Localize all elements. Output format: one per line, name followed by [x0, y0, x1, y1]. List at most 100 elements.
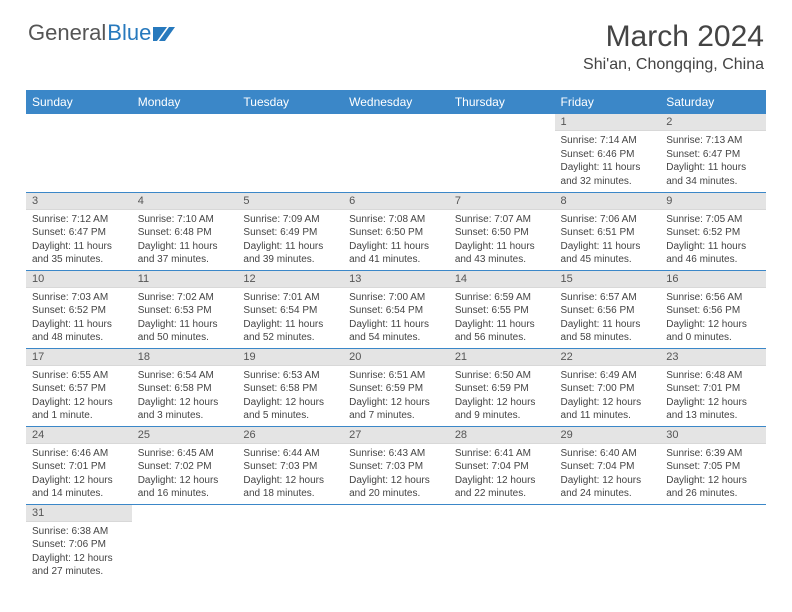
daylight-text: Daylight: 12 hours and 11 minutes.: [561, 396, 655, 423]
sunrise-text: Sunrise: 7:08 AM: [349, 213, 443, 227]
location: Shi'an, Chongqing, China: [583, 56, 764, 74]
calendar-row: 1Sunrise: 7:14 AMSunset: 6:46 PMDaylight…: [26, 114, 766, 192]
calendar-cell: 12Sunrise: 7:01 AMSunset: 6:54 PMDayligh…: [237, 270, 343, 348]
calendar-cell: [660, 504, 766, 582]
calendar-cell: 16Sunrise: 6:56 AMSunset: 6:56 PMDayligh…: [660, 270, 766, 348]
sunrise-text: Sunrise: 7:13 AM: [666, 134, 760, 148]
daylight-text: Daylight: 11 hours and 37 minutes.: [138, 240, 232, 267]
day-number: 6: [343, 193, 449, 210]
sunrise-text: Sunrise: 7:09 AM: [243, 213, 337, 227]
sunrise-text: Sunrise: 6:55 AM: [32, 369, 126, 383]
calendar-cell: [237, 504, 343, 582]
title-block: March 2024 Shi'an, Chongqing, China: [583, 20, 764, 74]
calendar-cell: 31Sunrise: 6:38 AMSunset: 7:06 PMDayligh…: [26, 504, 132, 582]
calendar-cell: 10Sunrise: 7:03 AMSunset: 6:52 PMDayligh…: [26, 270, 132, 348]
calendar-cell: 18Sunrise: 6:54 AMSunset: 6:58 PMDayligh…: [132, 348, 238, 426]
day-number: 5: [237, 193, 343, 210]
sunset-text: Sunset: 6:58 PM: [243, 382, 337, 396]
day-data: Sunrise: 6:48 AMSunset: 7:01 PMDaylight:…: [660, 366, 766, 426]
calendar-cell: 6 Sunrise: 7:08 AMSunset: 6:50 PMDaylight…: [343, 192, 449, 270]
sunrise-text: Sunrise: 7:05 AM: [666, 213, 760, 227]
day-header: Wednesday: [343, 90, 449, 114]
daylight-text: Daylight: 12 hours and 20 minutes.: [349, 474, 443, 501]
sunset-text: Sunset: 6:50 PM: [349, 226, 443, 240]
day-number: 21: [449, 349, 555, 366]
calendar-cell: [555, 504, 661, 582]
day-header: Saturday: [660, 90, 766, 114]
sunrise-text: Sunrise: 7:03 AM: [32, 291, 126, 305]
daylight-text: Daylight: 11 hours and 39 minutes.: [243, 240, 337, 267]
sunrise-text: Sunrise: 6:43 AM: [349, 447, 443, 461]
day-data: Sunrise: 6:59 AMSunset: 6:55 PMDaylight:…: [449, 288, 555, 348]
daylight-text: Daylight: 12 hours and 9 minutes.: [455, 396, 549, 423]
sunset-text: Sunset: 6:59 PM: [455, 382, 549, 396]
daylight-text: Daylight: 12 hours and 16 minutes.: [138, 474, 232, 501]
daylight-text: Daylight: 11 hours and 41 minutes.: [349, 240, 443, 267]
calendar-row: 10Sunrise: 7:03 AMSunset: 6:52 PMDayligh…: [26, 270, 766, 348]
day-number: 17: [26, 349, 132, 366]
day-number: 25: [132, 427, 238, 444]
daylight-text: Daylight: 12 hours and 14 minutes.: [32, 474, 126, 501]
calendar-row: 24Sunrise: 6:46 AMSunset: 7:01 PMDayligh…: [26, 426, 766, 504]
day-number: 26: [237, 427, 343, 444]
calendar-cell: 14Sunrise: 6:59 AMSunset: 6:55 PMDayligh…: [449, 270, 555, 348]
sunrise-text: Sunrise: 6:50 AM: [455, 369, 549, 383]
sunset-text: Sunset: 7:03 PM: [349, 460, 443, 474]
day-data: Sunrise: 6:38 AMSunset: 7:06 PMDaylight:…: [26, 522, 132, 582]
day-data: Sunrise: 6:40 AMSunset: 7:04 PMDaylight:…: [555, 444, 661, 504]
calendar-body: 1Sunrise: 7:14 AMSunset: 6:46 PMDaylight…: [26, 114, 766, 582]
sunset-text: Sunset: 6:56 PM: [666, 304, 760, 318]
sunrise-text: Sunrise: 6:40 AM: [561, 447, 655, 461]
calendar-cell: 11Sunrise: 7:02 AMSunset: 6:53 PMDayligh…: [132, 270, 238, 348]
sunset-text: Sunset: 6:50 PM: [455, 226, 549, 240]
header-row: SundayMondayTuesdayWednesdayThursdayFrid…: [26, 90, 766, 114]
day-data: Sunrise: 7:03 AMSunset: 6:52 PMDaylight:…: [26, 288, 132, 348]
calendar-cell: 21 Sunrise: 6:50 AMSunset: 6:59 PMDayligh…: [449, 348, 555, 426]
day-data: Sunrise: 7:02 AMSunset: 6:53 PMDaylight:…: [132, 288, 238, 348]
daylight-text: Daylight: 12 hours and 5 minutes.: [243, 396, 337, 423]
sunset-text: Sunset: 6:54 PM: [349, 304, 443, 318]
sunset-text: Sunset: 7:00 PM: [561, 382, 655, 396]
day-data: Sunrise: 7:14 AMSunset: 6:46 PMDaylight:…: [555, 131, 661, 191]
logo-text-1: General: [28, 20, 106, 46]
day-number: 7: [449, 193, 555, 210]
sunrise-text: Sunrise: 6:51 AM: [349, 369, 443, 383]
sunset-text: Sunset: 6:58 PM: [138, 382, 232, 396]
day-number: 29: [555, 427, 661, 444]
calendar-row: 17Sunrise: 6:55 AMSunset: 6:57 PMDayligh…: [26, 348, 766, 426]
day-data: Sunrise: 7:01 AMSunset: 6:54 PMDaylight:…: [237, 288, 343, 348]
day-number: 19: [237, 349, 343, 366]
calendar-cell: 13Sunrise: 7:00 AMSunset: 6:54 PMDayligh…: [343, 270, 449, 348]
day-number: 31: [26, 505, 132, 522]
day-data: Sunrise: 6:56 AMSunset: 6:56 PMDaylight:…: [660, 288, 766, 348]
calendar-cell: [343, 504, 449, 582]
day-number: 20: [343, 349, 449, 366]
calendar-cell: 15Sunrise: 6:57 AMSunset: 6:56 PMDayligh…: [555, 270, 661, 348]
day-header: Tuesday: [237, 90, 343, 114]
calendar-cell: 1Sunrise: 7:14 AMSunset: 6:46 PMDaylight…: [555, 114, 661, 192]
sunset-text: Sunset: 6:51 PM: [561, 226, 655, 240]
sunrise-text: Sunrise: 7:12 AM: [32, 213, 126, 227]
daylight-text: Daylight: 11 hours and 52 minutes.: [243, 318, 337, 345]
day-header: Friday: [555, 90, 661, 114]
day-number: 22: [555, 349, 661, 366]
day-data: Sunrise: 6:45 AMSunset: 7:02 PMDaylight:…: [132, 444, 238, 504]
sunset-text: Sunset: 7:06 PM: [32, 538, 126, 552]
sunset-text: Sunset: 6:47 PM: [32, 226, 126, 240]
sunrise-text: Sunrise: 6:45 AM: [138, 447, 232, 461]
day-number: 28: [449, 427, 555, 444]
calendar-cell: 22Sunrise: 6:49 AMSunset: 7:00 PMDayligh…: [555, 348, 661, 426]
sunrise-text: Sunrise: 7:06 AM: [561, 213, 655, 227]
daylight-text: Daylight: 11 hours and 54 minutes.: [349, 318, 443, 345]
day-data: Sunrise: 7:06 AMSunset: 6:51 PMDaylight:…: [555, 210, 661, 270]
daylight-text: Daylight: 12 hours and 0 minutes.: [666, 318, 760, 345]
daylight-text: Daylight: 11 hours and 45 minutes.: [561, 240, 655, 267]
daylight-text: Daylight: 11 hours and 32 minutes.: [561, 161, 655, 188]
calendar-cell: [132, 504, 238, 582]
sunset-text: Sunset: 6:52 PM: [666, 226, 760, 240]
daylight-text: Daylight: 12 hours and 26 minutes.: [666, 474, 760, 501]
calendar-cell: 29Sunrise: 6:40 AMSunset: 7:04 PMDayligh…: [555, 426, 661, 504]
calendar-cell: 4Sunrise: 7:10 AMSunset: 6:48 PMDaylight…: [132, 192, 238, 270]
sunrise-text: Sunrise: 6:56 AM: [666, 291, 760, 305]
daylight-text: Daylight: 11 hours and 58 minutes.: [561, 318, 655, 345]
